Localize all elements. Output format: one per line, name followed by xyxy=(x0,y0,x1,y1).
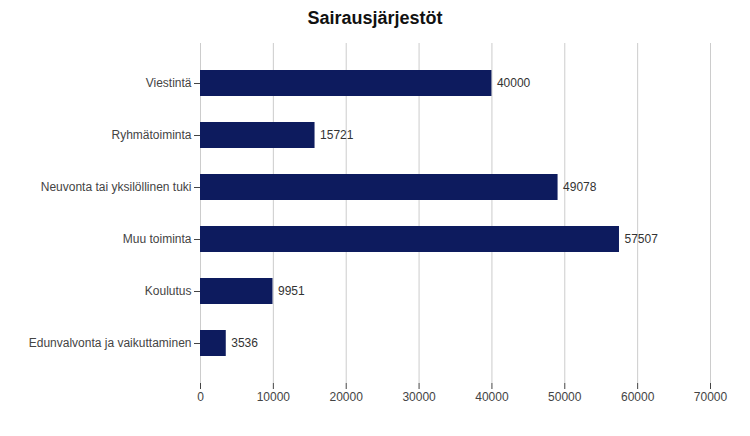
svg-text:40000: 40000 xyxy=(497,76,531,90)
svg-text:0: 0 xyxy=(197,390,204,404)
svg-text:15721: 15721 xyxy=(320,128,354,142)
svg-text:70000: 70000 xyxy=(694,390,728,404)
svg-text:20000: 20000 xyxy=(330,390,364,404)
svg-text:Neuvonta tai yksilöllinen tuki: Neuvonta tai yksilöllinen tuki xyxy=(41,180,192,194)
svg-text:57507: 57507 xyxy=(624,232,658,246)
svg-text:10000: 10000 xyxy=(257,390,291,404)
svg-text:Ryhmätoiminta: Ryhmätoiminta xyxy=(111,128,191,142)
svg-text:30000: 30000 xyxy=(402,390,436,404)
svg-text:3536: 3536 xyxy=(231,336,258,350)
svg-text:Muu toiminta: Muu toiminta xyxy=(123,232,192,246)
svg-text:40000: 40000 xyxy=(475,390,509,404)
svg-text:Koulutus: Koulutus xyxy=(145,284,192,298)
svg-text:Edunvalvonta ja vaikuttaminen: Edunvalvonta ja vaikuttaminen xyxy=(29,336,192,350)
svg-text:9951: 9951 xyxy=(278,284,305,298)
svg-text:49078: 49078 xyxy=(563,180,597,194)
svg-text:Viestintä: Viestintä xyxy=(146,76,192,90)
svg-text:60000: 60000 xyxy=(621,390,655,404)
svg-text:50000: 50000 xyxy=(548,390,582,404)
html-text:Sairausjärjestöt: Sairausjärjestöt xyxy=(307,8,443,28)
